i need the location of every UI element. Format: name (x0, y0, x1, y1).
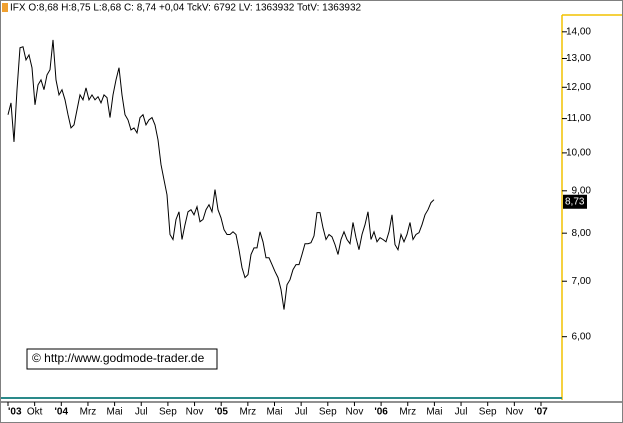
x-tick-label: Nov (186, 407, 204, 418)
x-tick-label: Jul (135, 407, 148, 418)
watermark-box (26, 348, 218, 370)
y-tick-label: 12,00 (566, 82, 591, 93)
y-tick-label: 11,00 (567, 113, 592, 124)
x-tick-label: Nov (346, 407, 364, 418)
y-tick-label: 7,00 (572, 276, 592, 287)
x-tick-label: Sep (319, 407, 337, 418)
icon (2, 3, 8, 12)
x-tick-label: '04 (55, 407, 69, 418)
x-tick-label: Mrz (399, 407, 416, 418)
x-tick-label: '03 (8, 407, 22, 418)
y-tick-label: 8,00 (572, 228, 592, 239)
y-tick-label: 10,00 (566, 148, 591, 159)
x-tick-label: Sep (159, 407, 177, 418)
x-tick-label: Jul (295, 407, 308, 418)
x-tick-label: Mrz (240, 407, 257, 418)
y-tick-label: 14,00 (566, 26, 591, 37)
y-tick-label: 13,00 (566, 53, 591, 64)
x-tick-label: Mai (107, 407, 123, 418)
y-tick-label: 9,00 (572, 185, 592, 196)
x-tick-label: Mai (266, 407, 282, 418)
x-tick-label: Jul (455, 407, 468, 418)
x-tick-label: Sep (479, 407, 497, 418)
x-tick-label: '06 (374, 407, 388, 418)
x-tick-label: Mrz (80, 407, 97, 418)
x-tick-label: '05 (214, 407, 228, 418)
x-tick-label: Okt (27, 407, 43, 418)
x-tick-label: Nov (505, 407, 523, 418)
header-bar (1, 1, 622, 15)
x-tick-label: '07 (534, 407, 548, 418)
last-price-label: 8,73 (565, 196, 585, 207)
last-price-box (563, 194, 587, 209)
x-tick-label: Mai (426, 407, 442, 418)
y-tick-label: 6,00 (572, 331, 592, 342)
price-line (7, 39, 435, 310)
header-text: IFX O:8,68 H:8,75 L:8,68 C: 8,74 +0,04 T… (10, 3, 362, 14)
watermark: © http://www.godmode-trader.de (32, 351, 205, 365)
